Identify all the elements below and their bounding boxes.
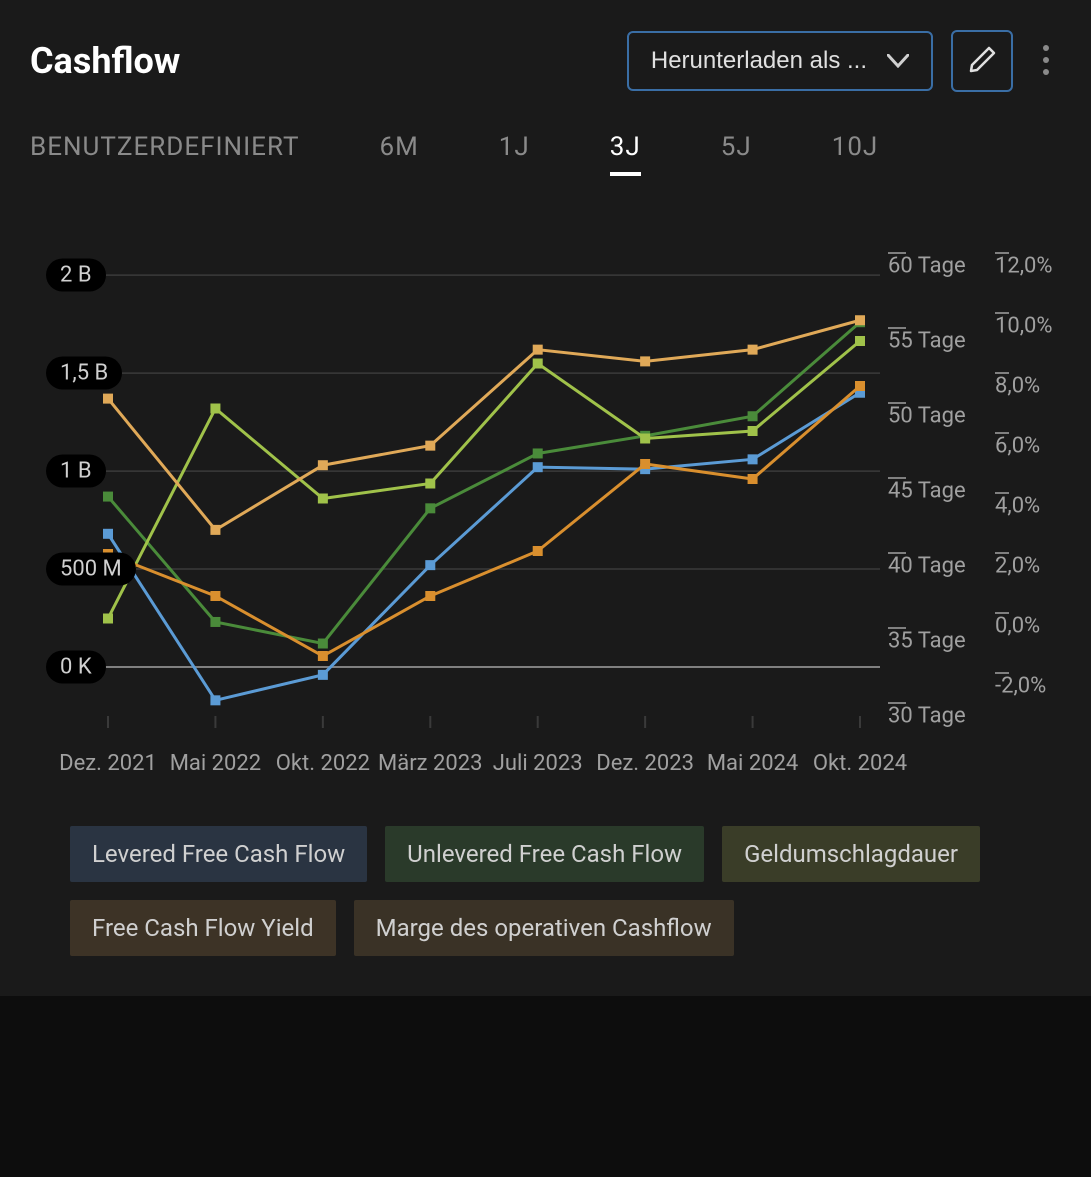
y3-axis-label: 0,0% (995, 614, 1040, 639)
legend: Levered Free Cash Flow Unlevered Free Cas… (30, 826, 1061, 956)
legend-item[interactable]: Free Cash Flow Yield (70, 900, 336, 956)
tab-1j[interactable]: 1J (499, 122, 530, 176)
y2-axis-label: 55 Tage (888, 329, 966, 354)
page-title: Cashflow (30, 40, 180, 82)
y3-axis-label: 12,0% (995, 254, 1053, 279)
y3-axis-label: 10,0% (995, 314, 1053, 339)
y2-axis-label: 30 Tage (888, 704, 966, 729)
edit-button[interactable] (951, 30, 1013, 92)
tab-10j[interactable]: 10J (832, 122, 879, 176)
cashflow-panel: Cashflow Herunterladen als ... BENUTZERD… (0, 0, 1091, 996)
download-label: Herunterladen als ... (651, 47, 867, 75)
y3-axis-label: 6,0% (995, 434, 1040, 459)
x-axis-label: Mai 2024 (707, 751, 798, 776)
header-actions: Herunterladen als ... (627, 30, 1061, 92)
y2-axis-label: 60 Tage (888, 254, 966, 279)
tab-benutzerdefiniert[interactable]: BENUTZERDEFINIERT (30, 122, 299, 176)
x-axis-label: Juli 2023 (493, 751, 583, 776)
legend-item[interactable]: Levered Free Cash Flow (70, 826, 367, 882)
timeframe-tabs: BENUTZERDEFINIERT 6M 1J 3J 5J 10J (30, 122, 1061, 176)
y2-axis-label: 50 Tage (888, 404, 966, 429)
tab-3j[interactable]: 3J (610, 122, 641, 176)
y1-axis-label: 1,5 B (46, 357, 122, 390)
panel-header: Cashflow Herunterladen als ... (30, 30, 1061, 92)
more-button[interactable] (1031, 30, 1061, 92)
x-axis-label: Dez. 2023 (596, 751, 694, 776)
more-vertical-icon (1042, 43, 1050, 80)
tab-5j[interactable]: 5J (721, 122, 752, 176)
y2-axis-label: 35 Tage (888, 629, 966, 654)
legend-item[interactable]: Marge des operativen Cashflow (354, 900, 734, 956)
y1-axis-label: 0 K (46, 651, 106, 684)
y2-axis-label: 40 Tage (888, 554, 966, 579)
download-button[interactable]: Herunterladen als ... (627, 31, 933, 91)
legend-item[interactable]: Unlevered Free Cash Flow (385, 826, 704, 882)
x-axis-label: Okt. 2024 (813, 751, 907, 776)
y3-axis-label: 2,0% (995, 554, 1040, 579)
legend-item[interactable]: Geldumschlagdauer (722, 826, 980, 882)
y3-axis-label: 8,0% (995, 374, 1040, 399)
y3-axis-label: -2,0% (995, 674, 1046, 699)
x-axis-label: Mai 2022 (170, 751, 261, 776)
x-axis-label: März 2023 (378, 751, 482, 776)
chart-area: 0 K 500 M 1 B 1,5 B 2 B 30 Tage 35 Tage 40 Tage… (30, 216, 1061, 776)
y1-axis-label: 1 B (46, 455, 106, 488)
tab-6m[interactable]: 6M (379, 122, 418, 176)
y2-axis-label: 45 Tage (888, 479, 966, 504)
y1-axis-label: 500 M (46, 553, 136, 586)
y3-axis-label: 4,0% (995, 494, 1040, 519)
x-axis-label: Dez. 2021 (59, 751, 157, 776)
pencil-icon (967, 45, 997, 78)
y1-axis-label: 2 B (46, 259, 106, 292)
x-axis-label: Okt. 2022 (276, 751, 370, 776)
chevron-down-icon (887, 47, 909, 75)
